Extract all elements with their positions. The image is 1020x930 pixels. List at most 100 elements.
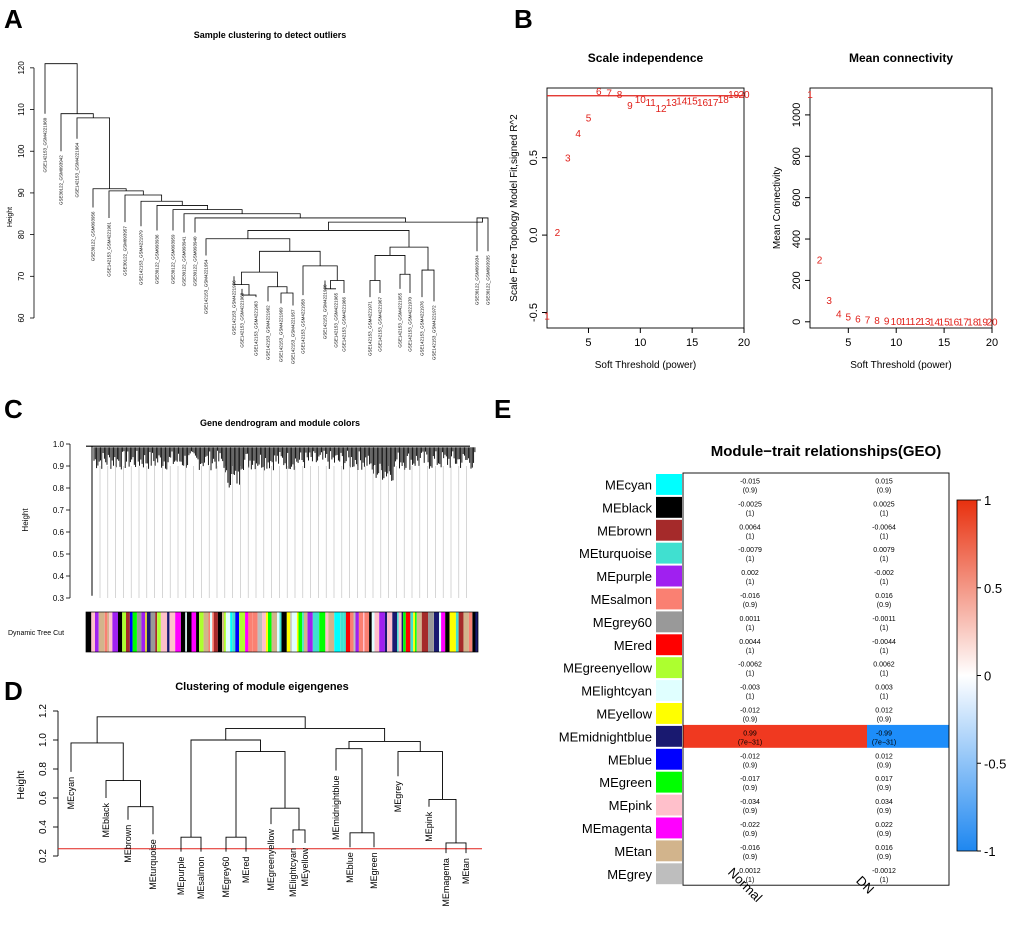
panel-c-y-tick-label: 0.9 <box>53 462 65 471</box>
row-label: MEturquoise <box>579 546 652 561</box>
data-point-label: 14 <box>929 317 941 328</box>
panel-c-module-color-segment <box>132 612 137 652</box>
cell-normal-pvalue: (1) <box>746 625 755 632</box>
panel-d-branch <box>105 780 141 807</box>
panel-a-branch <box>267 286 288 302</box>
row-module-swatch <box>656 771 682 793</box>
x-axis-label: Soft Threshold (power) <box>850 360 952 371</box>
panel-c-module-color-segment <box>185 612 187 652</box>
row-label: MEyellow <box>596 706 652 721</box>
cell-dn-corr: -0.0064 <box>872 524 896 531</box>
panel-c-module-color-segment <box>213 612 218 652</box>
panel-d-leaf-label: MEgrey <box>393 781 403 813</box>
cell-normal-pvalue: (1) <box>746 579 755 586</box>
panel-d-leaf-label: MEsalmon <box>196 857 206 900</box>
panel-c-y-tick-label: 0.7 <box>53 506 65 515</box>
panel-c-module-color-segment <box>307 612 313 652</box>
panel-a-branch <box>328 217 483 231</box>
panel-c-module-color-segment <box>265 612 268 652</box>
y-tick-label: -0.5 <box>528 303 540 322</box>
cell-dn-corr: 0.016 <box>875 593 893 600</box>
row-label: MEred <box>614 638 652 653</box>
cell-dn-corr: 0.017 <box>875 776 893 783</box>
panel-c-y-tick-label: 1.0 <box>53 440 65 449</box>
cell-dn-pvalue: (0.9) <box>877 602 891 609</box>
cell-dn-pvalue: (1) <box>880 694 889 701</box>
panel-d-y-tick-label: 0.2 <box>38 849 49 863</box>
data-point-label: 10 <box>891 317 903 328</box>
cell-normal-pvalue: (0.9) <box>743 785 757 792</box>
data-point-label: 19 <box>977 318 989 329</box>
cell-normal-corr: -0.0079 <box>738 547 762 554</box>
panel-d-leaf-label: MEblue <box>345 852 355 883</box>
data-point-label: 5 <box>586 113 592 124</box>
panel-c-module-color-segment <box>445 612 450 652</box>
cell-normal-corr: -0.012 <box>740 707 760 714</box>
data-point-label: 10 <box>635 95 647 106</box>
panel-c-module-color-segment <box>212 612 214 652</box>
panel-c-module-color-segment <box>157 612 161 652</box>
cell-dn-pvalue: (7e−31) <box>872 739 896 746</box>
row-label: MEbrown <box>597 523 652 538</box>
cell-normal-pvalue: (1) <box>746 648 755 655</box>
data-point-label: 5 <box>846 313 852 324</box>
panel-c-module-color-segment <box>363 612 365 652</box>
panel-c-module-color-segment <box>392 612 398 652</box>
panel-a-leaf-label: GSE30122_GSM093957 <box>123 226 128 276</box>
panel-c-module-color-segment <box>228 612 231 652</box>
panel-c-module-color-segment <box>210 612 213 652</box>
plot-frame <box>809 87 993 329</box>
row-label: MEtan <box>614 844 652 859</box>
data-point-label: 12 <box>655 104 667 115</box>
panel-d-leaf-label: MEred <box>241 857 251 884</box>
data-point-label: 1 <box>544 312 550 323</box>
panel-c-module-color-segment <box>449 612 456 652</box>
cell-normal-pvalue: (1) <box>746 671 755 678</box>
data-point-label: 13 <box>666 98 678 109</box>
panel-c-module-color-segment <box>217 612 222 652</box>
panel-c-module-color-segment <box>191 612 197 652</box>
cell-normal-corr: -0.0025 <box>738 501 762 508</box>
panel-a-leaf-label: GSE30122_GSM093936 <box>155 234 160 284</box>
panel-c-module-color-segment <box>364 612 370 652</box>
panel-c-module-color-segment <box>98 612 105 652</box>
panel-c-module-color-segment <box>126 612 130 652</box>
panel-c-module-color-segment <box>129 612 133 652</box>
x-tick-label: 15 <box>686 337 698 349</box>
column-label: DN <box>853 873 877 897</box>
panel-d-leaf-label: MEpink <box>424 811 434 842</box>
panel-a-branch <box>324 280 336 290</box>
panel-a-leaf-label: GSE142153_GSM4221968 <box>240 292 245 347</box>
panel-c-module-color-segment <box>208 612 211 652</box>
panel-a-title: Sample clustering to detect outliers <box>194 30 347 40</box>
cell-normal-pvalue: (0.9) <box>743 808 757 815</box>
panel-c-module-color-segment <box>145 612 147 652</box>
cell-normal-corr: -0.016 <box>740 593 760 600</box>
panel-c-y-label: Height <box>21 508 30 532</box>
panel-c-module-color-segment <box>245 612 249 652</box>
panel-d-leaf-label: MEcyan <box>66 777 76 810</box>
data-point-label: 20 <box>986 318 998 329</box>
panel-label-d: D <box>4 676 23 706</box>
panel-a-leaf-label: GSE142153_GSM4221965 <box>334 292 339 347</box>
panel-c-module-color-segment <box>458 612 464 652</box>
panel-c-module-color-segment <box>384 612 388 652</box>
panel-d-leaf-label: MEturquoise <box>148 839 158 890</box>
panel-c-module-color-segment <box>196 612 200 652</box>
panel-c-module-color-segment <box>180 612 186 652</box>
cell-dn-corr: 0.003 <box>875 685 893 692</box>
cell-dn-pvalue: (1) <box>880 579 889 586</box>
panel-a-leaf-label: GSE142153_GSM4221957 <box>291 309 296 364</box>
panel-c-module-color-segment <box>252 612 258 652</box>
panel-c-module-color-segment <box>281 612 287 652</box>
row-label: MEpurple <box>596 569 652 584</box>
panel-c-module-color-segment <box>434 612 439 652</box>
panel-c-module-color-segment <box>398 612 402 652</box>
panel-c-module-color-segment <box>109 612 113 652</box>
panel-d-y-tick-label: 0.6 <box>38 791 49 805</box>
panel-e-module-trait-heatmap: Module−trait relationships(GEO) MEcyan -0.… <box>559 443 1007 905</box>
cell-dn-pvalue: (1) <box>880 556 889 563</box>
panel-c-module-color-segment <box>371 612 375 652</box>
panel-c-module-color-segment <box>353 612 356 652</box>
